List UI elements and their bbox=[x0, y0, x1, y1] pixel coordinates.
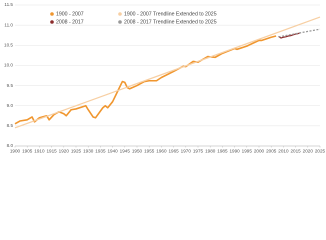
legend-label: 1900 - 2007 bbox=[56, 11, 84, 17]
series-line bbox=[14, 35, 277, 125]
x-tick-label: 2015 bbox=[290, 149, 301, 154]
legend-label: 2008 - 2017 bbox=[56, 19, 84, 25]
x-tick-label: 2005 bbox=[266, 149, 277, 154]
legend-marker bbox=[118, 12, 122, 16]
x-tick-label: 1945 bbox=[120, 149, 131, 154]
legend-label: 1900 - 2007 Trendline Extended to 2025 bbox=[124, 11, 217, 17]
x-tick-label: 1905 bbox=[22, 149, 33, 154]
x-tick-label: 2020 bbox=[303, 149, 314, 154]
y-tick-label: 8.5 bbox=[7, 123, 14, 128]
legend-marker bbox=[50, 12, 54, 16]
x-tick-label: 1930 bbox=[83, 149, 94, 154]
x-tick-label: 1920 bbox=[59, 149, 70, 154]
x-tick-label: 1980 bbox=[205, 149, 216, 154]
x-tick-label: 1965 bbox=[168, 149, 179, 154]
y-tick-label: 11.5 bbox=[4, 2, 13, 7]
x-tick-label: 2000 bbox=[254, 149, 265, 154]
x-tick-label: 1995 bbox=[242, 149, 253, 154]
x-tick-label: 1940 bbox=[107, 149, 118, 154]
x-tick-label: 1960 bbox=[156, 149, 167, 154]
x-tick-label: 2025 bbox=[315, 149, 326, 154]
x-tick-label: 2010 bbox=[278, 149, 289, 154]
x-tick-label: 1925 bbox=[71, 149, 82, 154]
legend-marker bbox=[118, 20, 122, 24]
legend-marker bbox=[50, 20, 54, 24]
x-tick-label: 1955 bbox=[144, 149, 155, 154]
x-tick-label: 1935 bbox=[95, 149, 106, 154]
x-tick-label: 1990 bbox=[229, 149, 240, 154]
y-tick-label: 10.5 bbox=[4, 43, 13, 48]
x-tick-label: 1985 bbox=[217, 149, 228, 154]
chart: 1900 - 2007 1900 - 2007 Trendline Extende… bbox=[4, 2, 326, 154]
y-tick-label: 9.0 bbox=[7, 103, 14, 108]
x-tick-label: 1970 bbox=[181, 149, 192, 154]
legend: 1900 - 2007 1900 - 2007 Trendline Extende… bbox=[50, 11, 217, 25]
y-tick-label: 9.5 bbox=[7, 83, 14, 88]
x-tick-label: 1915 bbox=[46, 149, 57, 154]
series-line bbox=[14, 16, 321, 129]
y-tick-label: 11.0 bbox=[4, 22, 13, 27]
y-tick-label: 8.0 bbox=[7, 143, 14, 148]
series-line bbox=[278, 28, 321, 38]
x-tick-label: 1950 bbox=[132, 149, 143, 154]
x-tick-label: 1900 bbox=[10, 149, 21, 154]
legend-label: 2008 - 2017 Trendline Extended to 2025 bbox=[124, 19, 217, 25]
x-tick-label: 1910 bbox=[34, 149, 45, 154]
x-tick-label: 1975 bbox=[193, 149, 204, 154]
y-tick-label: 10.0 bbox=[4, 63, 13, 68]
